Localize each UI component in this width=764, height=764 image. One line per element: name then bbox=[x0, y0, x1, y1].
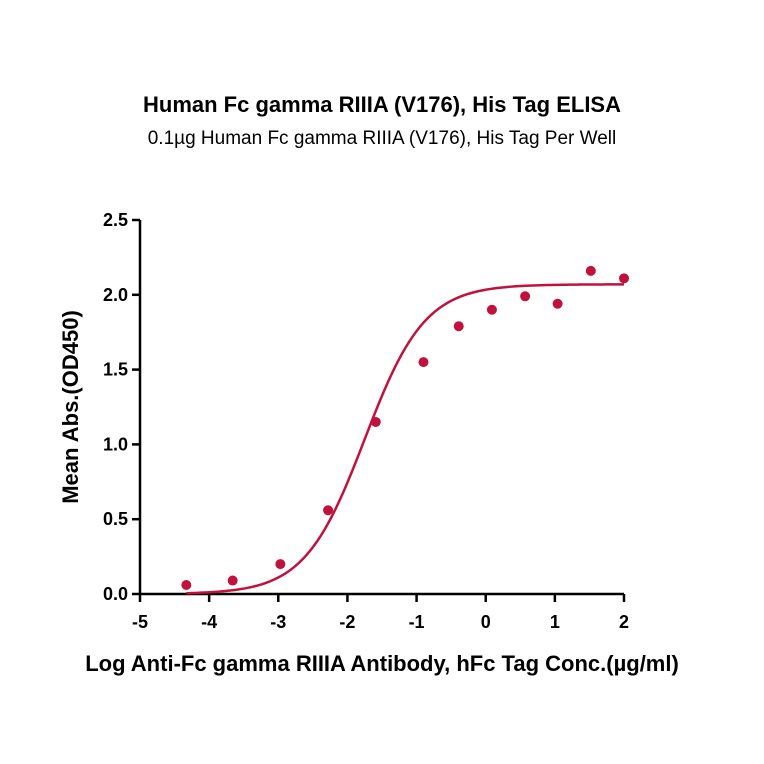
data-points bbox=[181, 265, 629, 591]
x-tick-label: -2 bbox=[339, 612, 355, 632]
x-tick-label: -5 bbox=[132, 612, 148, 632]
axes bbox=[138, 220, 624, 596]
x-tick-label: -4 bbox=[201, 612, 217, 632]
data-point bbox=[453, 321, 464, 332]
x-tick-label: 0 bbox=[481, 612, 491, 632]
y-ticks: 0.0 0.5 1.0 1.5 2.0 2.5 bbox=[103, 210, 140, 604]
x-tick-label: 1 bbox=[550, 612, 560, 632]
data-point bbox=[585, 265, 596, 276]
x-tick-label: -3 bbox=[270, 612, 286, 632]
data-point bbox=[520, 291, 531, 302]
data-point bbox=[227, 575, 238, 586]
y-tick-label: 1.0 bbox=[103, 434, 128, 454]
x-axis-label: Log Anti-Fc gamma RIIIA Antibody, hFc Ta… bbox=[85, 651, 679, 676]
data-point bbox=[275, 559, 286, 570]
x-ticks: -5 -4 -3 -2 -1 0 1 2 bbox=[132, 594, 629, 632]
y-tick-label: 0.5 bbox=[103, 509, 128, 529]
y-tick-label: 1.5 bbox=[103, 360, 128, 380]
data-point bbox=[323, 505, 334, 516]
chart-subtitle: 0.1µg Human Fc gamma RIIIA (V176), His T… bbox=[148, 128, 617, 149]
x-tick-label: -1 bbox=[409, 612, 425, 632]
y-tick-label: 2.0 bbox=[103, 285, 128, 305]
y-tick-label: 2.5 bbox=[103, 210, 128, 230]
chart-title: Human Fc gamma RIIIA (V176), His Tag ELI… bbox=[143, 92, 621, 117]
y-axis-label: Mean Abs.(OD450) bbox=[58, 310, 83, 504]
data-point bbox=[418, 357, 429, 368]
data-point bbox=[370, 416, 381, 427]
data-point bbox=[181, 580, 192, 591]
y-tick-label: 0.0 bbox=[103, 584, 128, 604]
data-point bbox=[619, 273, 629, 284]
data-point bbox=[486, 304, 497, 315]
fit-curve bbox=[186, 283, 625, 595]
data-point bbox=[552, 298, 563, 309]
x-tick-label: 2 bbox=[619, 612, 629, 632]
